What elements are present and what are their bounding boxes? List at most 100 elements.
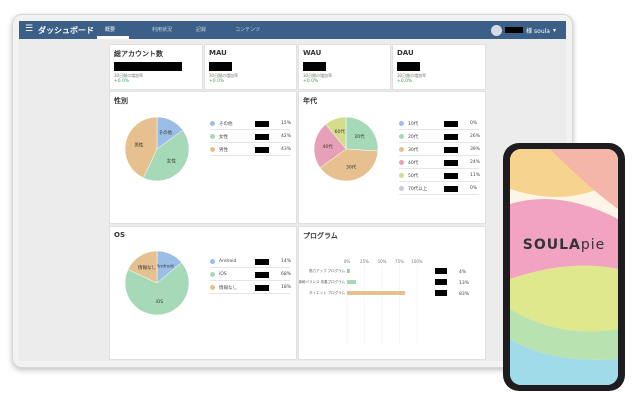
legend-swatch <box>210 285 215 290</box>
os-legend-item: 情報なし 18% <box>210 283 291 292</box>
x-tick-label: 50% <box>378 259 387 264</box>
legend-count-redacted <box>255 120 269 127</box>
dashboard-screen: ☰ ダッシュボード 概要 利用状況 記録 コンテンツ 様 soula ▾ 総アカ… <box>19 21 566 361</box>
age-legend-item: 40代 24% <box>399 158 480 167</box>
legend-label: 女性 <box>219 134 228 140</box>
phone-wallpaper <box>510 149 618 385</box>
age-legend-item: 50代 11% <box>399 171 480 180</box>
age-legend-item: 20代 26% <box>399 132 480 141</box>
card-title: プログラム <box>303 232 338 240</box>
bar-pct-label: 13% <box>459 280 470 286</box>
tab-usage[interactable]: 利用状況 <box>152 27 173 33</box>
user-menu[interactable]: 様 soula ▾ <box>491 24 556 36</box>
legend-pct: 24% <box>470 160 481 165</box>
stat-sub: 30日間の増加率 <box>114 73 144 78</box>
chevron-down-icon[interactable]: ▾ <box>552 26 556 34</box>
program-bar-chart: 0% 25% 50% 75% 100% 筋力アップ プログラム 4% 体幹バランス 改善プログ… <box>299 259 470 345</box>
legend-label: その他 <box>219 121 233 127</box>
stat-title: 総アカウント数 <box>114 50 163 58</box>
legend-label: 男性 <box>219 147 228 153</box>
brand-logo-part-a: SOULA <box>522 237 581 253</box>
tab-records[interactable]: 記録 <box>196 27 207 33</box>
legend-count-redacted <box>444 185 458 192</box>
legend-divider <box>399 142 479 143</box>
legend-count-redacted <box>255 258 269 265</box>
x-tick-label: 25% <box>360 259 369 264</box>
stat-card-mau: MAU 30日間の増加率 +0.0% <box>204 44 297 90</box>
legend-pct: 43% <box>281 147 292 152</box>
legend-divider <box>210 267 290 268</box>
age-slice-label-1: 30代 <box>346 163 357 170</box>
os-legend-item: iOS 68% <box>210 270 291 279</box>
legend-swatch <box>399 134 404 139</box>
age-slice-label-0: 20代 <box>354 133 365 140</box>
age-legend-item: 10代 0% <box>399 119 477 128</box>
legend-divider <box>210 293 290 294</box>
legend-pct: 68% <box>281 272 292 277</box>
bar-count-redacted <box>435 290 447 296</box>
legend-swatch <box>210 147 215 152</box>
bar-0 <box>347 269 350 273</box>
os-slice-label-0: Android <box>156 264 174 270</box>
legend-count-redacted <box>444 146 458 153</box>
legend-divider <box>399 194 479 195</box>
hamburger-icon[interactable]: ☰ <box>25 24 34 34</box>
stat-pct: +0.0% <box>209 79 225 84</box>
gender-slice-label-0: その他 <box>159 129 173 136</box>
program-card: プログラム 0% 25% 50% 75% 100% 筋力アップ プログラム 4% 体幹バランス… <box>298 226 486 360</box>
os-slice-label-1: iOS <box>155 299 163 305</box>
legend-swatch <box>210 259 215 264</box>
age-legend-item: 70代以上 0% <box>399 184 477 193</box>
user-name-redacted <box>505 27 524 33</box>
avatar <box>491 24 503 36</box>
gender-slice-1 <box>143 129 190 182</box>
brand-logo-part-b: pie <box>580 237 606 253</box>
legend-count-redacted <box>444 159 458 166</box>
bar-count-redacted <box>435 279 447 285</box>
legend-pct: 14% <box>281 259 292 264</box>
gender-card: 性別 その他 女性 男性 その他 15% 女性 42% 男性 43% <box>109 91 297 224</box>
legend-divider <box>399 129 479 130</box>
legend-label: 40代 <box>408 160 419 166</box>
age-legend-item: 30代 39% <box>399 145 480 154</box>
age-slice-3 <box>325 116 347 150</box>
legend-swatch <box>210 134 215 139</box>
legend-divider <box>399 168 479 169</box>
age-slice-1 <box>319 148 379 182</box>
legend-label: 30代 <box>408 147 419 153</box>
tab-content[interactable]: コンテンツ <box>235 27 261 33</box>
stat-card-wau: WAU 30日間の増加率 +0.0% <box>298 44 391 90</box>
gender-slice-label-2: 男性 <box>134 141 143 148</box>
x-tick-label: 75% <box>395 259 404 264</box>
age-slice-label-3: 60代 <box>335 128 346 135</box>
age-slice-label-2: 40代 <box>322 143 333 150</box>
tab-overview[interactable]: 概要 <box>105 27 116 33</box>
gender-slice-2 <box>124 116 158 179</box>
legend-label: 10代 <box>408 121 419 127</box>
stat-pct: +0.0% <box>397 79 413 84</box>
legend-count-redacted <box>255 133 269 140</box>
bar-pct-label: 4% <box>459 269 467 275</box>
legend-label: iOS <box>219 272 227 277</box>
monitor-frame: ☰ ダッシュボード 概要 利用状況 記録 コンテンツ 様 soula ▾ 総アカ… <box>12 14 573 368</box>
active-tab-indicator <box>97 36 129 39</box>
age-slice-0 <box>345 116 379 152</box>
stat-title: DAU <box>397 49 414 57</box>
legend-count-redacted <box>255 271 269 278</box>
bar-2 <box>347 291 406 295</box>
legend-divider <box>210 142 290 143</box>
os-slice-2 <box>127 250 158 284</box>
legend-pct: 15% <box>281 121 292 126</box>
age-card: 年代 20代 30代 40代 60代 10代 0% 20代 26% 30代 39% 40代 24% 5… <box>298 91 486 224</box>
legend-label: 情報なし <box>219 285 237 291</box>
bar-count-redacted <box>435 268 447 274</box>
stat-pct: +0.0% <box>114 79 130 84</box>
legend-divider <box>399 181 479 182</box>
legend-divider <box>210 155 290 156</box>
gender-legend-item: 女性 42% <box>210 132 291 141</box>
stat-title: WAU <box>303 49 322 57</box>
bar-category-label: 体幹バランス 改善プログラム <box>299 279 345 284</box>
legend-swatch <box>399 186 404 191</box>
x-tick-label: 0% <box>344 259 351 264</box>
